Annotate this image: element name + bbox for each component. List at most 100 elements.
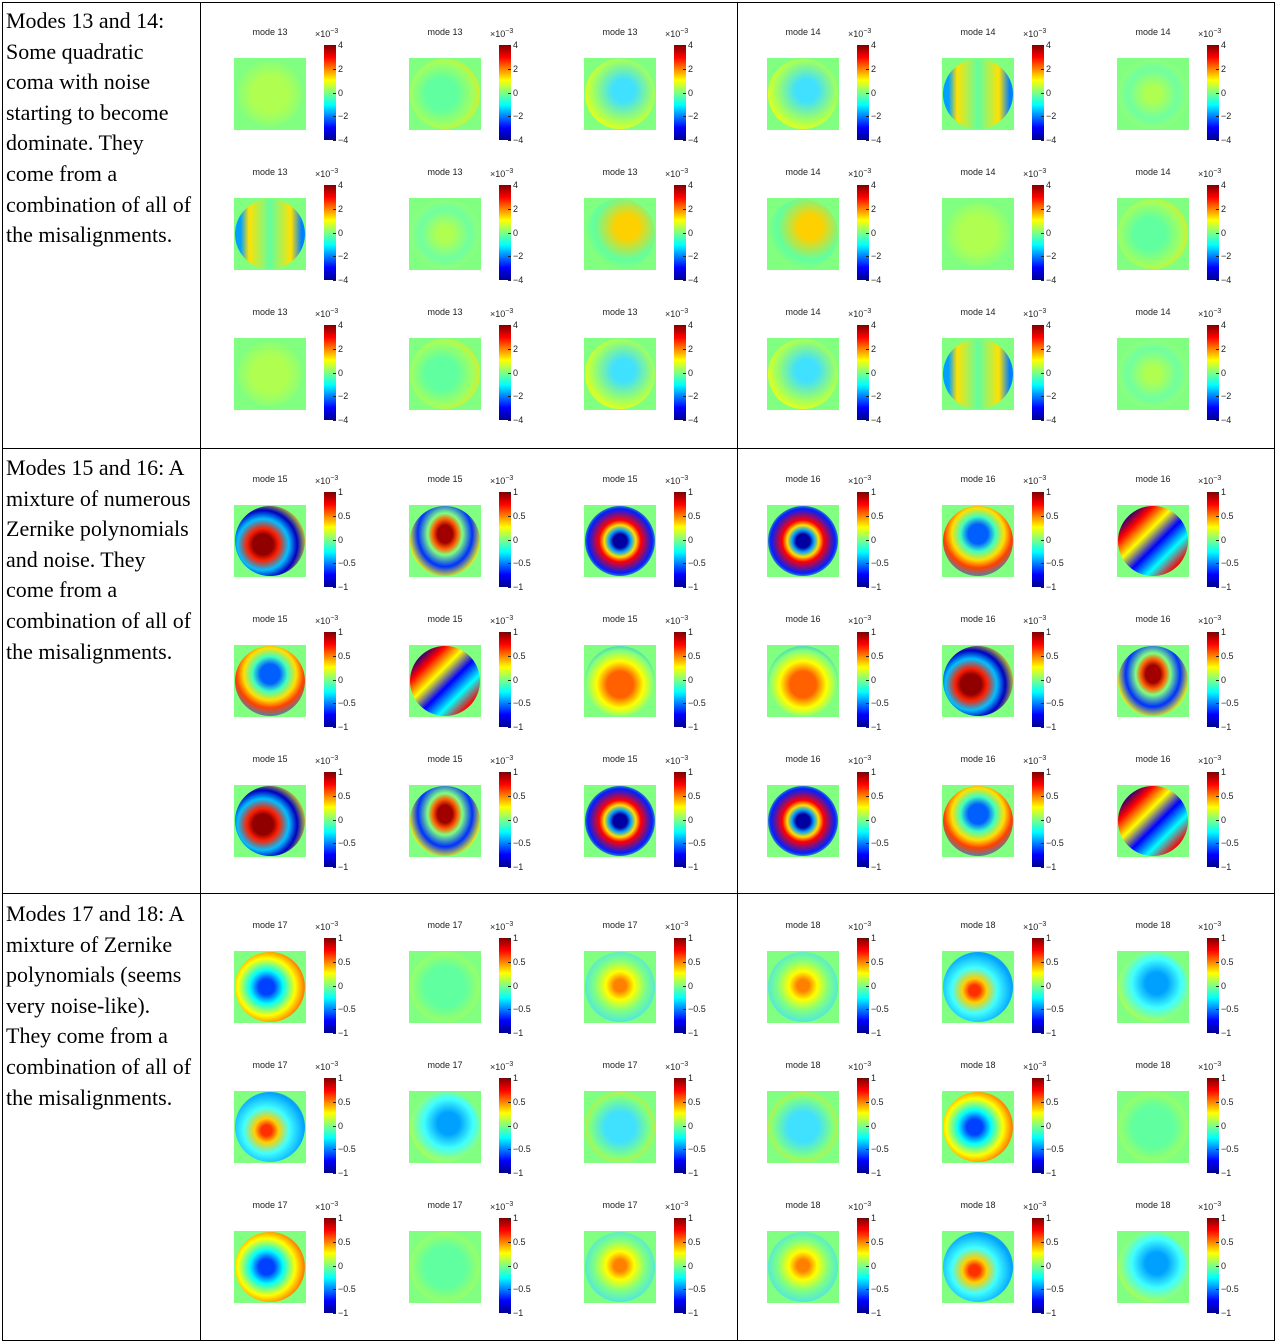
colorbar-tick-label: −1 — [338, 1308, 348, 1318]
colorbar-tick — [333, 727, 336, 728]
heatmap-disc — [410, 1092, 480, 1162]
colorbar-tick-label: 0 — [1221, 228, 1226, 238]
colorbar-tick — [1216, 563, 1219, 564]
colorbar-tick — [1041, 233, 1044, 234]
colorbar-tick — [508, 1126, 511, 1127]
colorbar-tick — [683, 325, 686, 326]
heatmap — [767, 58, 839, 130]
colorbar-tick-label: 1 — [513, 1213, 518, 1223]
colorbar-tick — [508, 587, 511, 588]
colorbar-tick-label: 1 — [338, 933, 343, 943]
heatmap-disc — [943, 952, 1013, 1022]
colorbar-tick-label: −1 — [338, 862, 348, 872]
colorbar-tick — [683, 1033, 686, 1034]
multiplier-exponent: −3 — [505, 1061, 513, 1068]
colorbar-tick-label: 0 — [1221, 815, 1226, 825]
colorbar-tick — [508, 962, 511, 963]
colorbar-multiplier: ×10−3 — [848, 921, 871, 932]
multiplier-base: ×10 — [1023, 309, 1038, 319]
colorbar-tick-label: −0.5 — [513, 558, 531, 568]
heatmap-disc — [585, 786, 655, 856]
colorbar-tick — [683, 938, 686, 939]
colorbar-tick-label: −0.5 — [1046, 1004, 1064, 1014]
colorbar-tick — [683, 772, 686, 773]
colorbar-tick — [333, 1289, 336, 1290]
colorbar-tick-label: 2 — [871, 344, 876, 354]
colorbar-tick-label: 0 — [338, 815, 343, 825]
colorbar-tick — [683, 540, 686, 541]
colorbar-tick — [683, 1218, 686, 1219]
colorbar-tick-label: −1 — [688, 862, 698, 872]
colorbar-tick-label: −0.5 — [688, 698, 706, 708]
colorbar-tick-label: 4 — [1221, 180, 1226, 190]
multiplier-exponent: −3 — [680, 1061, 688, 1068]
multiplier-base: ×10 — [315, 1062, 330, 1072]
colorbar-tick — [866, 1149, 869, 1150]
colorbar-tick — [1216, 1313, 1219, 1314]
colorbar-tick-label: −1 — [1046, 582, 1056, 592]
multiplier-exponent: −3 — [863, 921, 871, 928]
row-description: Modes 15 and 16: A mixture of numerous Z… — [6, 453, 196, 667]
colorbar-tick-label: −1 — [1221, 582, 1231, 592]
heatmap — [1117, 198, 1189, 270]
colorbar-tick — [866, 45, 869, 46]
colorbar-tick — [508, 45, 511, 46]
colorbar-tick-label: 0 — [1046, 228, 1051, 238]
multiplier-exponent: −3 — [680, 168, 688, 175]
colorbar-tick — [333, 45, 336, 46]
colorbar-tick — [1216, 1289, 1219, 1290]
heatmap-disc — [1118, 339, 1188, 409]
colorbar-tick-label: −2 — [338, 251, 348, 261]
colorbar-tick — [508, 1242, 511, 1243]
colorbar-multiplier: ×10−3 — [1198, 1201, 1221, 1212]
multiplier-exponent: −3 — [863, 308, 871, 315]
colorbar-tick-label: −0.5 — [338, 1004, 356, 1014]
colorbar-tick — [866, 1033, 869, 1034]
colorbar-tick-label: −2 — [1221, 251, 1231, 261]
colorbar-tick — [508, 1313, 511, 1314]
plot-title: mode 16 — [938, 614, 1018, 624]
colorbar-tick-label: −4 — [688, 275, 698, 285]
colorbar-tick-label: 0.5 — [871, 511, 884, 521]
colorbar-tick-label: 1 — [338, 627, 343, 637]
multiplier-base: ×10 — [315, 169, 330, 179]
colorbar-tick-label: 0 — [1046, 1121, 1051, 1131]
colorbar-tick-label: 0 — [1221, 368, 1226, 378]
multiplier-exponent: −3 — [505, 475, 513, 482]
colorbar-multiplier: ×10−3 — [315, 28, 338, 39]
heatmap-disc — [768, 1092, 838, 1162]
colorbar-tick — [1216, 843, 1219, 844]
colorbar-tick-label: 0 — [688, 535, 693, 545]
colorbar-tick-label: −1 — [871, 1168, 881, 1178]
colorbar-multiplier: ×10−3 — [665, 308, 688, 319]
colorbar-tick-label: 0 — [871, 368, 876, 378]
colorbar-tick-label: 1 — [338, 767, 343, 777]
colorbar-tick — [866, 962, 869, 963]
multiplier-exponent: −3 — [680, 755, 688, 762]
colorbar-tick-label: 2 — [513, 344, 518, 354]
heatmap — [942, 1091, 1014, 1163]
colorbar-tick-label: −4 — [1221, 135, 1231, 145]
colorbar-tick — [866, 1313, 869, 1314]
colorbar-tick-label: 1 — [1046, 487, 1051, 497]
heatmap-disc — [410, 59, 480, 129]
colorbar-tick-label: 0 — [871, 1121, 876, 1131]
heatmap-disc — [768, 199, 838, 269]
colorbar-tick-label: 1 — [871, 1073, 876, 1083]
plot-title: mode 18 — [938, 1060, 1018, 1070]
heatmap — [942, 1231, 1014, 1303]
colorbar-tick — [1216, 820, 1219, 821]
multiplier-base: ×10 — [490, 756, 505, 766]
heatmap-disc — [768, 952, 838, 1022]
heatmap-disc — [235, 1092, 305, 1162]
colorbar-tick — [683, 1078, 686, 1079]
multiplier-base: ×10 — [1198, 1062, 1213, 1072]
plot-title: mode 15 — [405, 614, 485, 624]
colorbar-tick — [683, 1149, 686, 1150]
colorbar-tick — [508, 540, 511, 541]
colorbar-tick — [1041, 1242, 1044, 1243]
colorbar-tick-label: 4 — [513, 40, 518, 50]
colorbar-tick — [866, 796, 869, 797]
colorbar-tick-label: −4 — [338, 135, 348, 145]
colorbar-multiplier: ×10−3 — [315, 921, 338, 932]
